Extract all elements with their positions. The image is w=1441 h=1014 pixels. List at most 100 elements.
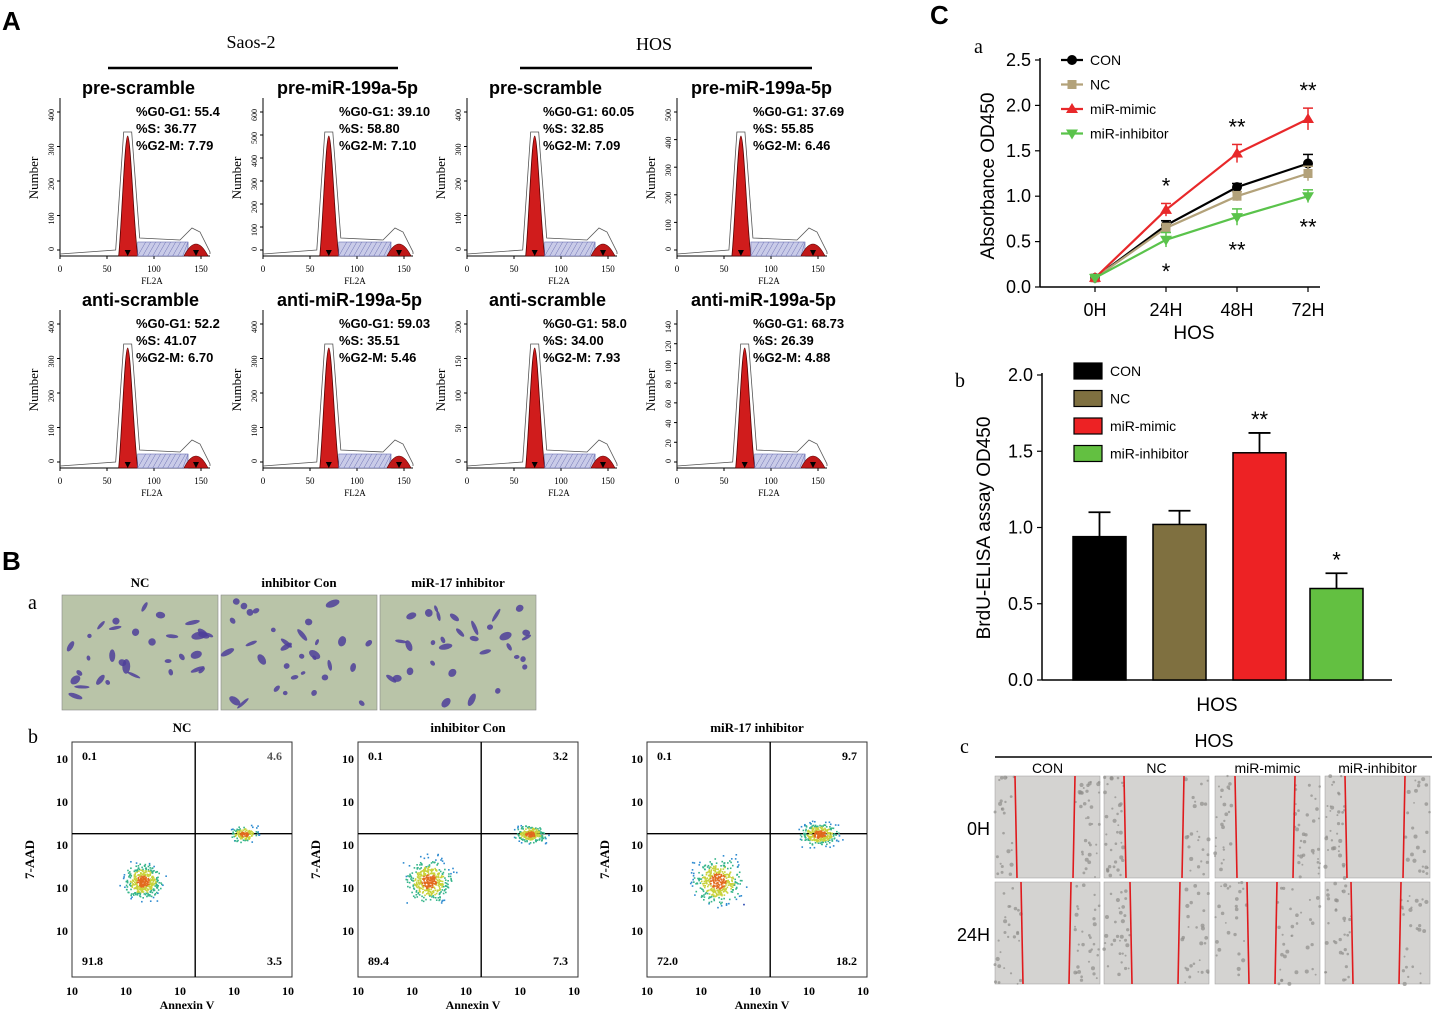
cell-texture [1121,952,1124,955]
event-dot [243,828,246,831]
y-tick-label: 10 [631,924,643,938]
y-tick-label: 0 [250,459,259,463]
event-dot [414,884,417,886]
g2-m-stat: %G2-M: 7.79 [136,138,213,153]
event-dot [435,881,438,884]
event-dot [426,853,429,856]
event-dot [128,891,130,894]
s-hatch [755,241,765,257]
event-dot [818,833,821,835]
event-dot [820,835,823,837]
cell-texture [1090,966,1095,971]
event-dot [522,828,525,830]
event-dot [732,876,734,879]
event-dot [247,836,249,838]
event-dot [424,866,426,869]
event-dot [143,875,146,878]
event-dot [231,836,234,838]
event-dot [138,891,140,893]
event-dot [710,869,713,871]
event-dot [428,884,430,887]
event-dot [725,880,727,883]
stained-cell [479,649,492,655]
s-hatch [177,453,186,469]
event-dot [804,833,807,835]
event-dot [419,868,421,870]
event-dot [817,837,820,840]
event-dot [710,866,712,869]
event-dot [811,834,814,836]
cell-texture [1314,973,1317,976]
stained-cell [257,654,267,665]
event-dot [703,880,706,883]
event-dot [814,820,816,823]
event-dot [412,884,415,886]
event-dot [534,839,537,841]
event-dot [810,827,812,829]
cell-texture [1088,822,1092,826]
scatter-title: inhibitor Con [430,720,506,735]
y-tick-label: 80 [664,380,673,388]
event-dot [414,896,416,899]
y-tick-label: 10 [342,881,354,895]
y-tick-label: 10 [56,752,68,766]
cell-texture [1185,903,1190,909]
event-dot [148,883,150,886]
event-dot [140,881,143,883]
event-dot [143,888,146,890]
event-dot [524,831,527,833]
event-dot [139,884,142,886]
g2-m-stat: %G2-M: 6.46 [753,138,830,153]
cell-texture [1342,809,1346,812]
s-hatch [152,241,161,257]
cell-texture [1221,825,1225,830]
y-axis-label: Number [229,156,244,199]
event-dot [723,862,725,864]
event-dot [819,832,822,834]
cell-texture [999,951,1002,954]
event-dot [525,828,527,830]
event-dot [133,870,136,873]
quadrant-lr: 7.3 [553,954,568,968]
event-dot [149,888,151,890]
event-dot [133,878,136,881]
event-dot [131,881,133,884]
cell-texture [1317,866,1321,869]
event-dot [535,840,537,843]
cell-texture [1226,785,1231,789]
event-dot [142,878,145,881]
event-dot [532,831,535,834]
event-dot [437,876,439,878]
significance-marker: ** [1299,215,1317,240]
event-dot [148,864,151,867]
event-dot [541,837,543,840]
event-dot [826,829,829,831]
cell-texture [1220,885,1223,888]
cell-texture [1220,911,1225,916]
cell-texture [1295,922,1299,925]
event-dot [130,867,132,870]
event-dot [431,876,433,878]
y-tick-label: 10 [56,795,68,809]
cell-texture [1417,780,1421,784]
cell-texture [1332,780,1336,784]
event-dot [706,890,708,893]
x-tick-label: 0 [465,264,470,274]
event-dot [445,888,447,890]
event-dot [720,883,723,886]
cell-texture [1214,845,1217,848]
wound-image [994,881,1101,985]
event-dot [706,892,709,895]
event-dot [809,847,812,849]
event-dot [143,874,146,877]
event-dot [522,826,524,828]
cell-texture [1346,933,1350,937]
event-dot [424,889,427,892]
g2-marker [810,462,816,468]
x-tick-label: 150 [811,476,825,486]
event-dot [133,874,136,877]
event-dot [703,865,706,867]
y-axis-label: Number [26,368,41,411]
data-point [1160,235,1172,246]
event-dot [257,825,259,827]
